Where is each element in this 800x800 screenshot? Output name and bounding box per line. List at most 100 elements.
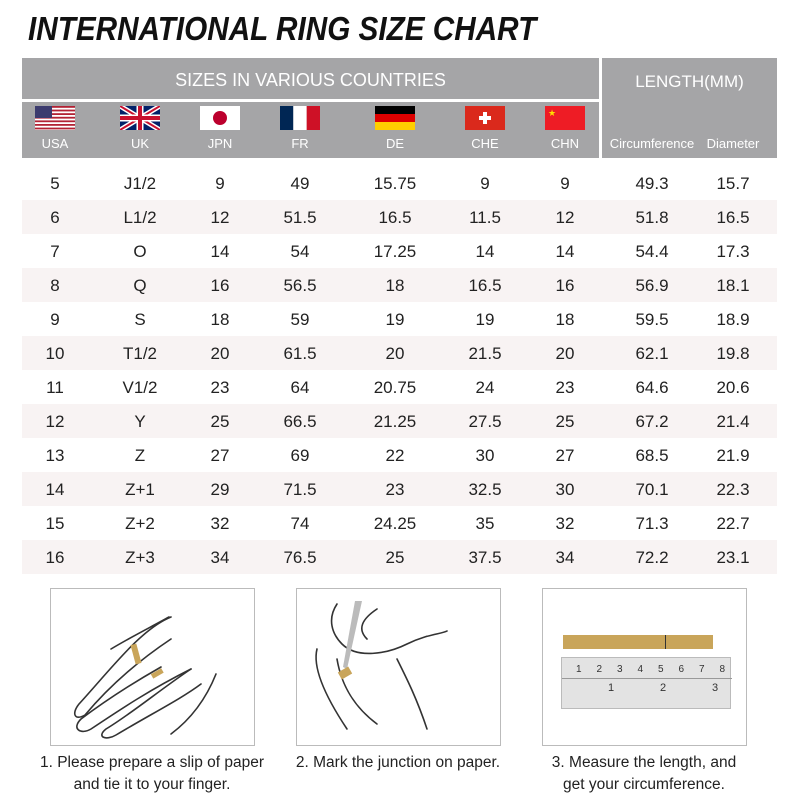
table-row: 10 T1/2 20 61.5 20 21.5 20 62.1 19.8 [22, 336, 777, 370]
column-label: Circumference [609, 136, 695, 151]
caption-line: and tie it to your finger. [73, 776, 231, 793]
table-cell: Q [133, 276, 147, 295]
column-label: CHE [471, 136, 499, 151]
table-cell: 71.5 [283, 480, 317, 499]
svg-text:★: ★ [548, 108, 556, 118]
table-cell: 9 [215, 174, 225, 193]
column-label: UK [130, 136, 150, 151]
table-cell: 18 [555, 310, 575, 329]
table-cell: 72.2 [635, 548, 669, 567]
table-cell: 18.9 [716, 310, 750, 329]
table-cell: 20.75 [373, 378, 417, 397]
table-cell: 49.3 [635, 174, 669, 193]
table-cell: 71.3 [635, 514, 669, 533]
table-row: 12 Y 25 66.5 21.25 27.5 25 67.2 21.4 [22, 404, 777, 438]
table-cell: Z+3 [125, 548, 155, 567]
ruler-label: 1 [576, 664, 582, 675]
step-2-illustration [296, 588, 501, 746]
ruler-inch-label: 3 [712, 682, 719, 694]
table-cell: 74 [290, 514, 310, 533]
table-cell: 61.5 [283, 344, 317, 363]
table-cell: 19 [385, 310, 405, 329]
table-cell: 32.5 [468, 480, 502, 499]
table-cell: 16 [210, 276, 230, 295]
ruler-label: 8 [719, 664, 726, 675]
table-cell: 23 [555, 378, 575, 397]
column-label: DE [385, 136, 405, 151]
table-cell: 69 [290, 446, 310, 465]
table-cell: 62.1 [635, 344, 669, 363]
table-cell: 14 [475, 242, 495, 261]
table-cell: 29 [210, 480, 230, 499]
table-cell: 18 [210, 310, 230, 329]
table-cell: 9 [560, 174, 570, 193]
marking-paper-icon [315, 601, 448, 730]
table-cell: 21.5 [468, 344, 502, 363]
table-row: 13 Z 27 69 22 30 27 68.5 21.9 [22, 438, 777, 472]
table-cell: 59 [290, 310, 310, 329]
table-cell: 16.5 [468, 276, 502, 295]
table-cell: T1/2 [122, 344, 158, 363]
table-cell: 9 [480, 174, 490, 193]
table-cell: 54 [290, 242, 310, 261]
table-cell: 20 [210, 344, 230, 363]
table-cell: 22 [385, 446, 405, 465]
table-cell: J1/2 [123, 174, 157, 193]
table-cell: 14 [555, 242, 575, 261]
table-cell: 10 [45, 344, 65, 363]
table-cell: 24 [475, 378, 495, 397]
ruler-label: 2 [596, 664, 603, 675]
table-cell: 20 [555, 344, 575, 363]
paper-strip [563, 635, 713, 649]
table-cell: 30 [475, 446, 495, 465]
column-label: FR [291, 136, 309, 151]
table-cell: 6 [50, 208, 60, 227]
table-cell: 22.3 [716, 480, 750, 499]
table-row: 14 Z+1 29 71.5 23 32.5 30 70.1 22.3 [22, 472, 777, 506]
table-cell: 25 [385, 548, 405, 567]
table-cell: 37.5 [468, 548, 502, 567]
length-header: LENGTH(MM) [635, 72, 744, 91]
caption-line: get your circumference. [563, 776, 725, 793]
table-cell: 17.25 [373, 242, 417, 261]
table-cell: 25 [210, 412, 230, 431]
table-cell: 67.2 [635, 412, 669, 431]
page-title: INTERNATIONAL RING SIZE CHART [28, 10, 537, 47]
table-cell: 23.1 [716, 548, 750, 567]
ruler-label: 6 [678, 664, 685, 675]
table-cell: 32 [210, 514, 230, 533]
table-cell: 13 [45, 446, 65, 465]
column-label: USA [41, 136, 69, 151]
table-cell: 12 [45, 412, 65, 431]
table-cell: 56.9 [635, 276, 669, 295]
table-row: 5 J1/2 9 49 15.75 9 9 49.3 15.7 [22, 166, 777, 200]
table-row: 6 L1/2 12 51.5 16.5 11.5 12 51.8 16.5 [22, 200, 777, 234]
table-cell: Z+1 [125, 480, 155, 499]
table-cell: 18 [385, 276, 405, 295]
switzerland-flag-icon [465, 106, 505, 130]
table-cell: 59.5 [635, 310, 669, 329]
table-header: SIZES IN VARIOUS COUNTRIES LENGTH(MM) US… [22, 58, 777, 158]
table-cell: 34 [210, 548, 230, 567]
hand-with-paper-icon [73, 616, 217, 739]
table-cell: 8 [50, 276, 60, 295]
table-cell: S [134, 310, 146, 329]
table-cell: 19.8 [716, 344, 750, 363]
table-cell: 51.8 [635, 208, 669, 227]
china-flag-icon: ★ [545, 106, 585, 130]
usa-flag-icon [35, 106, 75, 130]
table-cell: 20 [385, 344, 405, 363]
caption-line: 3. Measure the length, and [551, 754, 737, 771]
table-cell: Z [134, 446, 146, 465]
table-cell: 22.7 [716, 514, 750, 533]
japan-flag-icon [200, 106, 240, 130]
table-cell: 20.6 [716, 378, 750, 397]
table-row: 7 O 14 54 17.25 14 14 54.4 17.3 [22, 234, 777, 268]
table-cell: 17.3 [716, 242, 750, 261]
france-flag-icon [280, 106, 320, 130]
table-cell: 76.5 [283, 548, 317, 567]
table-cell: 15.7 [716, 174, 750, 193]
table-cell: 16.5 [716, 208, 750, 227]
table-cell: 27 [210, 446, 230, 465]
